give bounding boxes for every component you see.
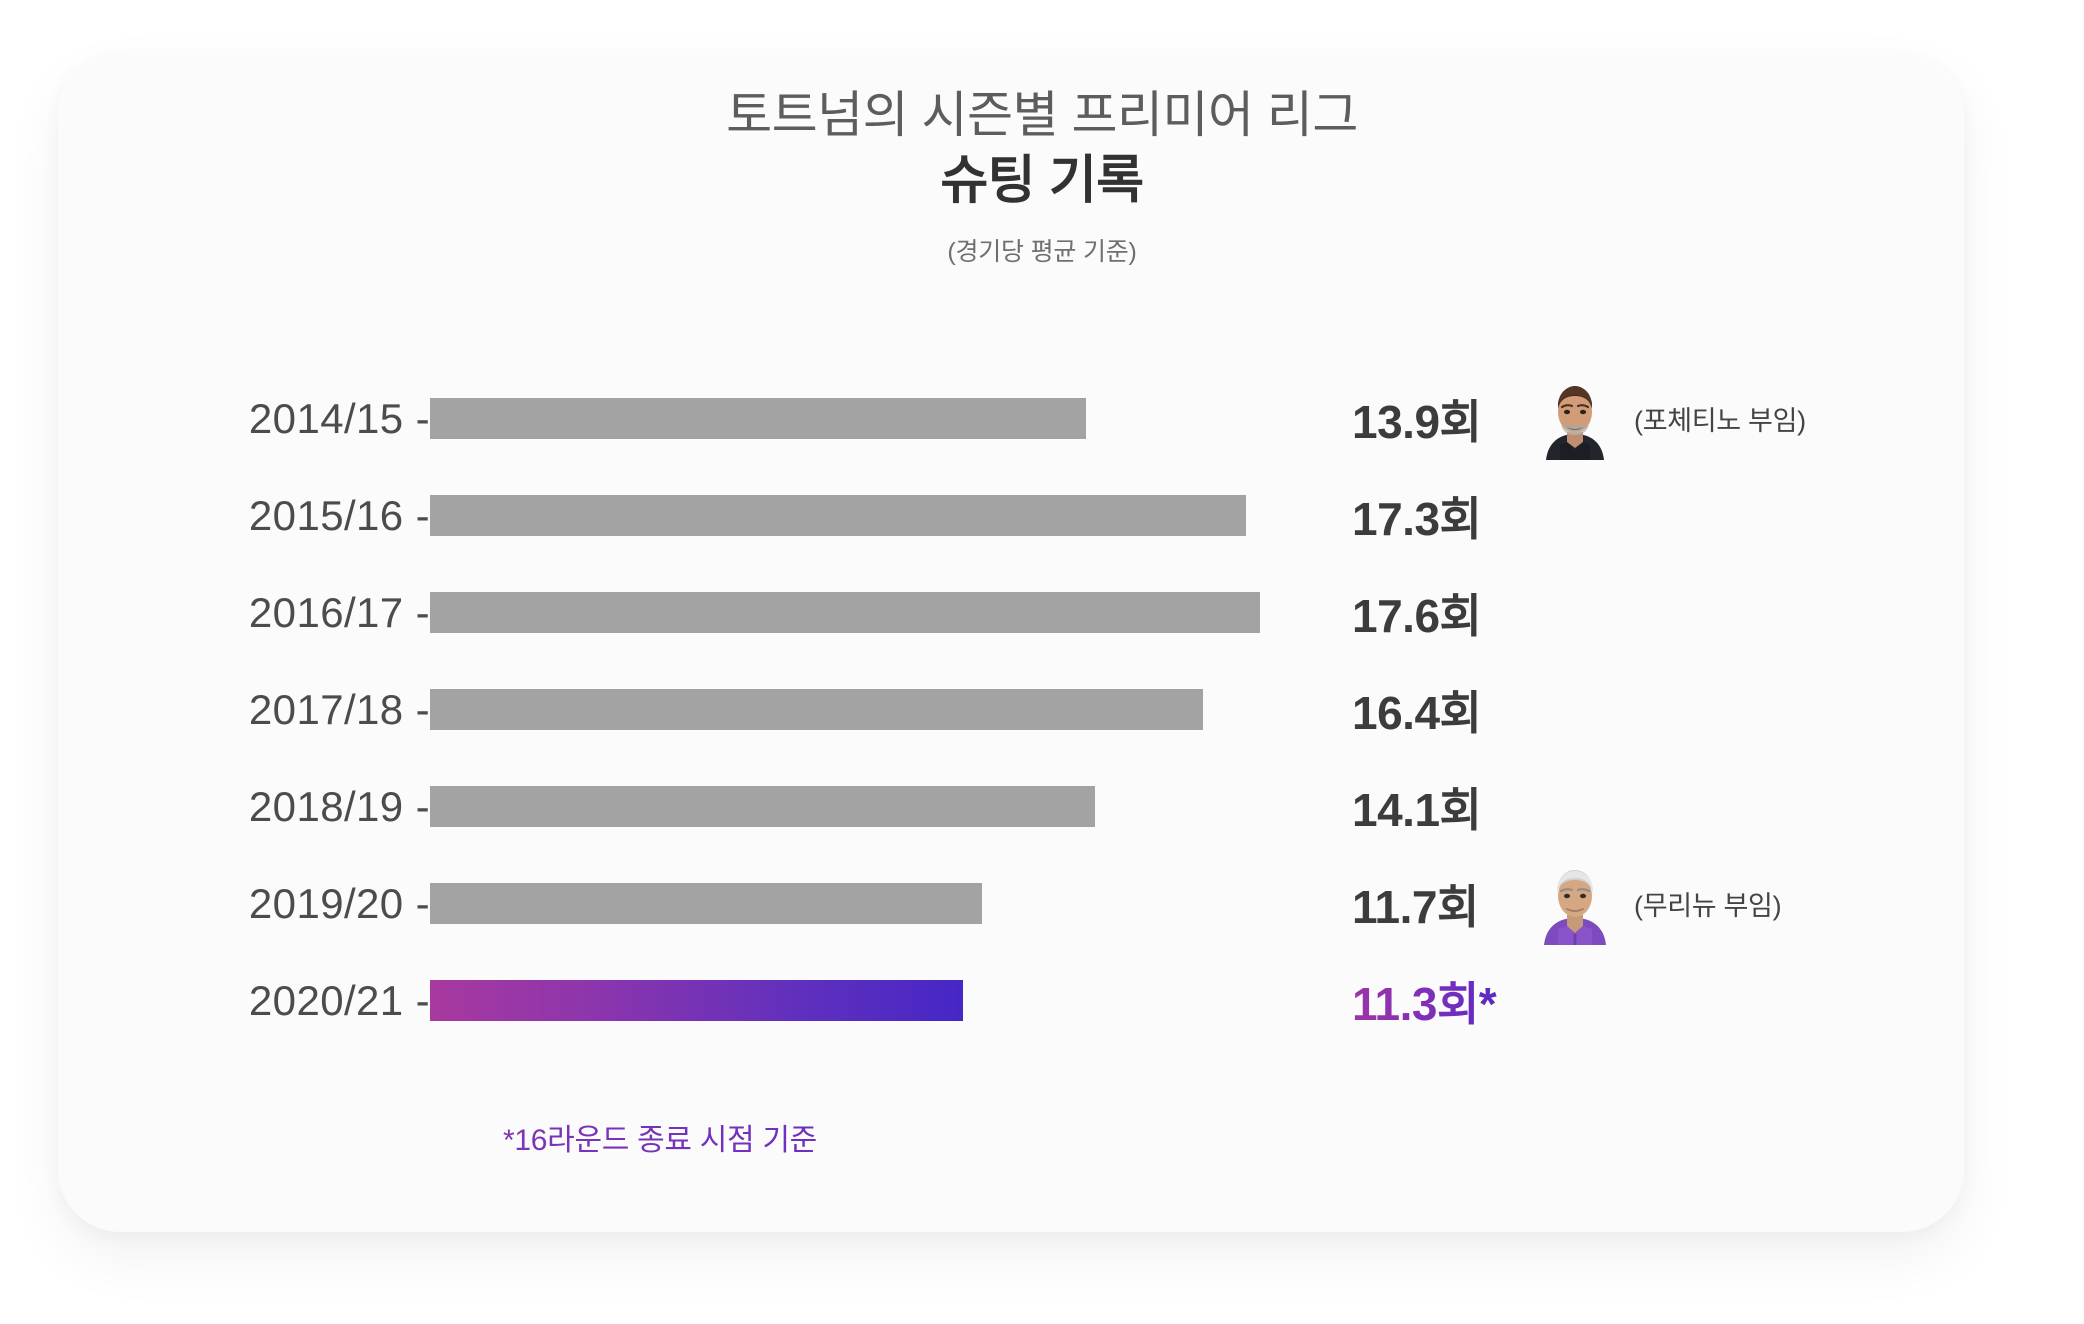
bar-row: 2020/21 - 11.3회*	[0, 952, 2084, 1049]
category-label: 2014/15 -	[248, 394, 430, 442]
bar-chart: 2014/15 -13.9회 (포체티노 부임) 2015/16 -17.3회 20…	[0, 370, 2084, 1049]
bar-track	[430, 661, 1330, 758]
value-zone: 16.4회	[1352, 677, 1912, 743]
value-zone: 11.3회*	[1352, 968, 1912, 1034]
category-label: 2017/18 -	[248, 685, 430, 733]
title-block: 토트넘의 시즌별 프리미어 리그 슈팅 기록 (경기당 평균 기준)	[0, 86, 2084, 268]
bar-highlight[interactable]	[430, 980, 963, 1021]
bar-track	[430, 370, 1330, 467]
value-zone: 17.6회	[1352, 580, 1912, 646]
bar-track	[430, 564, 1330, 661]
mourinho-photo-icon	[1534, 862, 1616, 945]
value-label: 14.1회	[1352, 783, 1482, 836]
coach-note: (포체티노 부임)	[1634, 406, 1806, 436]
chart-card	[58, 52, 1964, 1232]
chart-footnote: *16라운드 종료 시점 기준	[0, 1115, 1320, 1159]
value-label: 16.4회	[1352, 686, 1482, 739]
bar[interactable]	[430, 592, 1260, 633]
coach-note: (무리뉴 부임)	[1634, 891, 1782, 921]
value-zone: 13.9회 (포체티노 부임)	[1352, 377, 1912, 460]
value-zone: 17.3회	[1352, 483, 1912, 549]
bar[interactable]	[430, 689, 1203, 730]
bar[interactable]	[430, 786, 1095, 827]
bar[interactable]	[430, 398, 1086, 439]
value-label: 17.3회	[1352, 492, 1482, 545]
value-label: 13.9회	[1352, 395, 1482, 448]
bar-row: 2015/16 - 17.3회	[0, 467, 2084, 564]
pochettino-photo-icon	[1534, 377, 1616, 460]
chart-subtitle: (경기당 평균 기준)	[947, 238, 1137, 267]
chart-title-line2: 슈팅 기록	[940, 152, 1144, 210]
category-label: 2019/20 -	[248, 879, 430, 927]
coach-annotation: (무리뉴 부임)	[1534, 862, 1782, 945]
bar-track	[430, 758, 1330, 855]
value-label: 17.6회	[1352, 589, 1482, 642]
category-label: 2016/17 -	[248, 588, 430, 636]
value-zone: 11.7회 (무리뉴 부임)	[1352, 862, 1912, 945]
bar-track	[430, 855, 1330, 952]
bar-track	[430, 467, 1330, 564]
category-label: 2015/16 -	[248, 491, 430, 539]
bar-row: 2014/15 - 13.9회 (포체티노 부임)	[0, 370, 2084, 467]
bar-row: 2017/18 - 16.4회	[0, 661, 2084, 758]
chart-title-line1: 토트넘의 시즌별 프리미어 리그	[726, 87, 1358, 143]
bar-row: 2019/20 - 11.7회 (무리뉴 부임)	[0, 855, 2084, 952]
bar[interactable]	[430, 495, 1246, 536]
bar-track	[430, 952, 1330, 1049]
coach-annotation: (포체티노 부임)	[1534, 377, 1806, 460]
value-label: 11.7회	[1352, 880, 1479, 933]
category-label: 2018/19 -	[248, 782, 430, 830]
category-label: 2020/21 -	[248, 976, 430, 1024]
bar-row: 2016/17 - 17.6회	[0, 564, 2084, 661]
bar[interactable]	[430, 883, 982, 924]
value-label: 11.3회*	[1352, 968, 1520, 1034]
bar-row: 2018/19 - 14.1회	[0, 758, 2084, 855]
value-zone: 14.1회	[1352, 774, 1912, 840]
